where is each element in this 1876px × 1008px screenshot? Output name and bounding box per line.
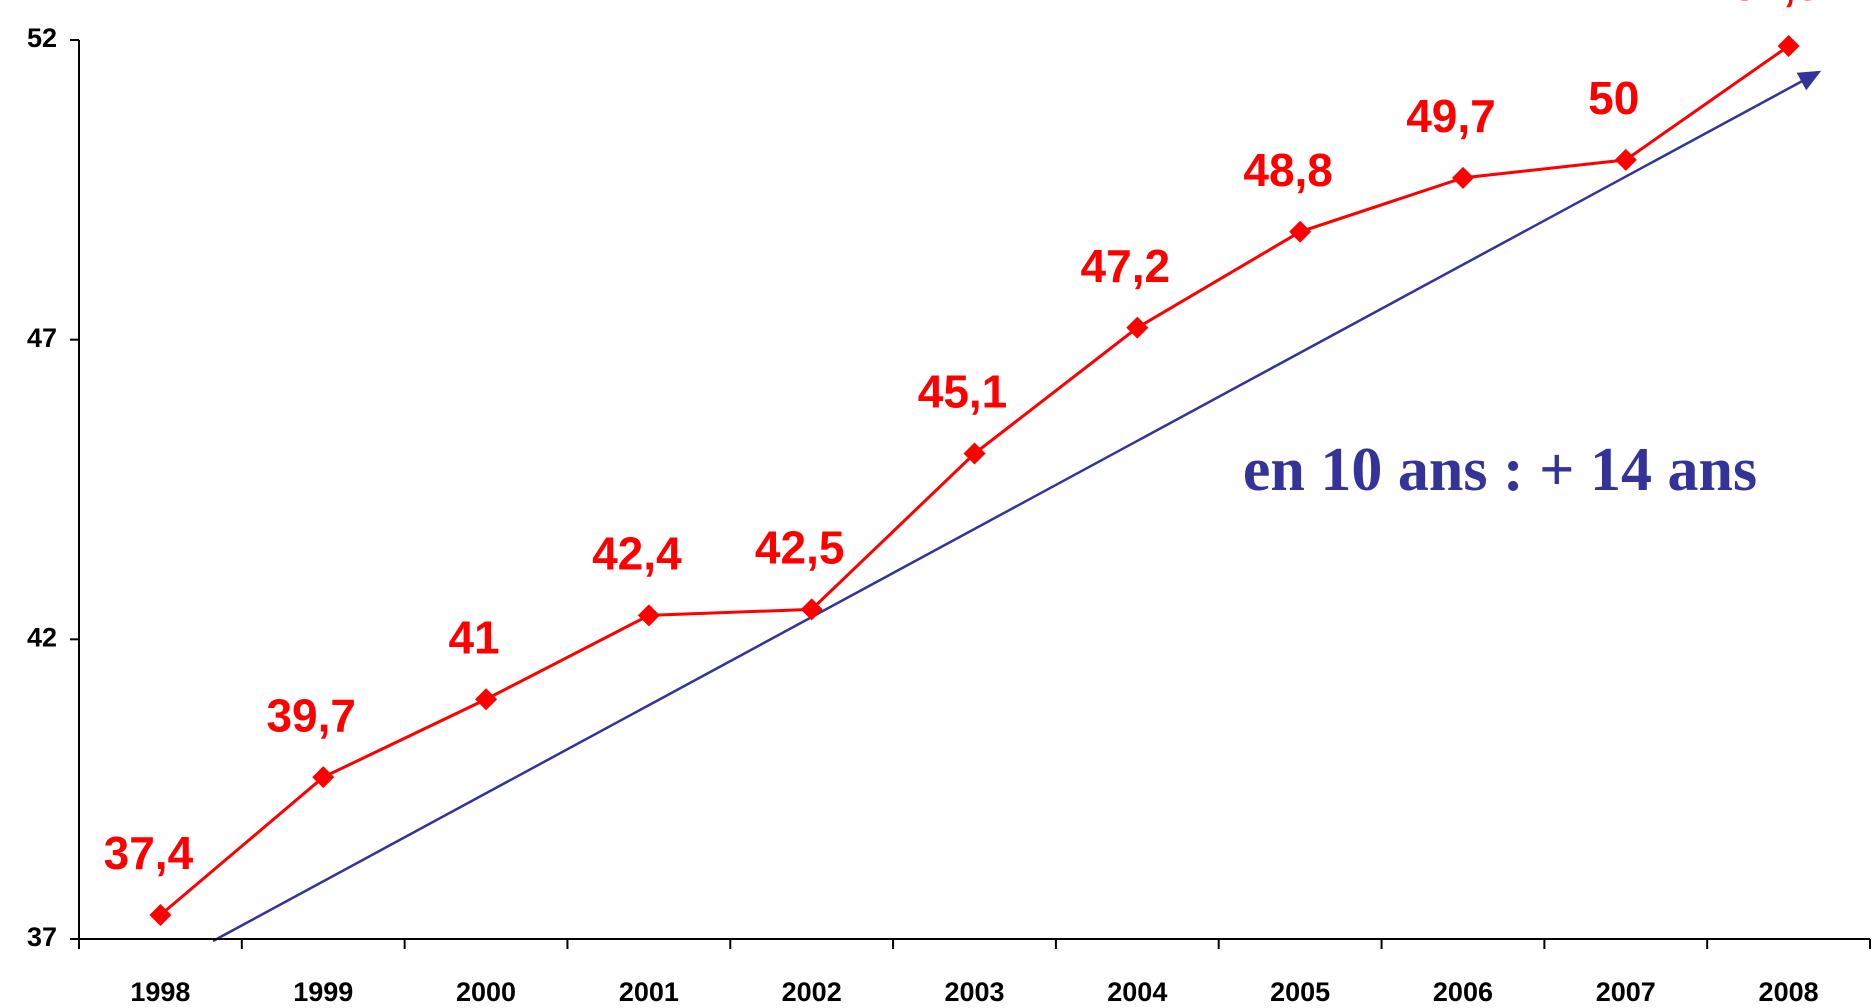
x-tick-label: 2001 <box>619 977 679 1007</box>
marker <box>963 442 986 465</box>
value-label: 39,7 <box>266 689 356 741</box>
value-label: 42,4 <box>592 528 682 580</box>
y-tick-label: 42 <box>27 622 57 652</box>
value-label: 37,4 <box>104 827 194 879</box>
value-label: 45,1 <box>918 366 1008 418</box>
value-label: 42,5 <box>755 522 845 574</box>
value-label: 48,8 <box>1243 144 1333 196</box>
marker <box>475 688 498 711</box>
value-label: 51,9 <box>1732 0 1822 10</box>
x-tick-label: 2003 <box>944 977 1004 1007</box>
x-tick-label: 2000 <box>456 977 516 1007</box>
marker <box>637 604 660 627</box>
value-label: 47,2 <box>1081 240 1171 292</box>
trend-arrow <box>212 70 1822 943</box>
x-tick-label: 1999 <box>293 977 353 1007</box>
marker <box>800 598 823 621</box>
x-tick-label: 2005 <box>1270 977 1330 1007</box>
x-tick-label: 2004 <box>1107 977 1167 1007</box>
x-tick-label: 2007 <box>1596 977 1656 1007</box>
value-label: 50 <box>1588 72 1639 124</box>
y-tick-label: 37 <box>27 922 57 952</box>
x-tick-label: 1998 <box>130 977 190 1007</box>
marker <box>149 904 172 927</box>
marker <box>312 766 335 789</box>
y-tick-label: 47 <box>27 323 57 353</box>
value-label: 41 <box>448 611 499 663</box>
marker <box>1126 316 1149 339</box>
x-tick-label: 2006 <box>1433 977 1493 1007</box>
y-tick-label: 52 <box>27 23 57 53</box>
marker <box>1777 34 1800 57</box>
value-label: 49,7 <box>1406 90 1496 142</box>
marker <box>1614 148 1637 171</box>
annotation: en 10 ans : + 14 ans <box>1243 436 1757 504</box>
x-tick-label: 2008 <box>1759 977 1819 1007</box>
marker <box>1451 166 1474 189</box>
marker <box>1289 220 1312 243</box>
x-tick-label: 2002 <box>782 977 842 1007</box>
